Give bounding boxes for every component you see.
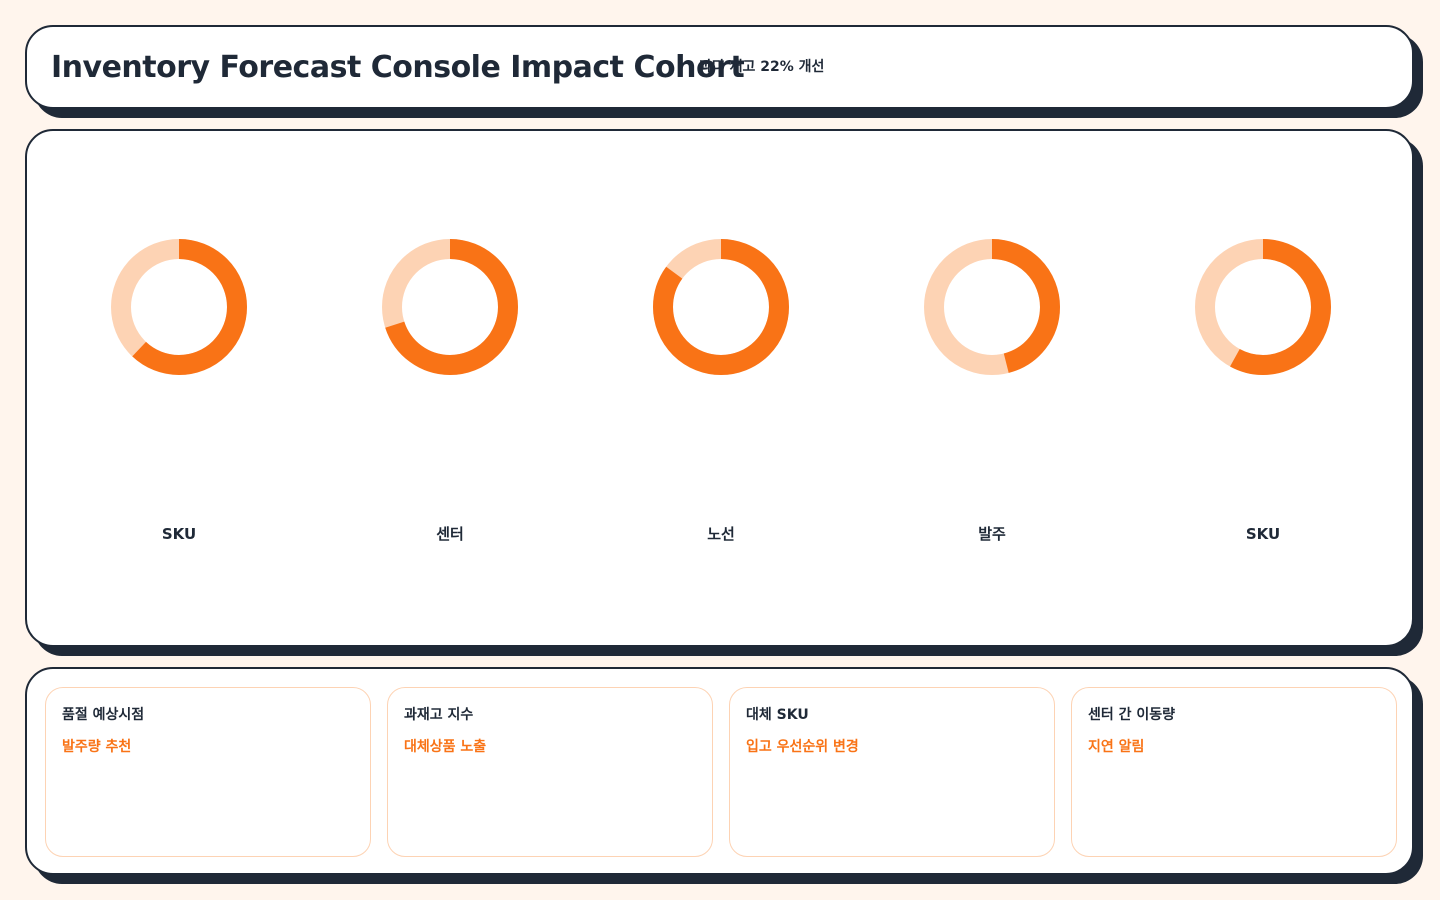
donut-value-arc: [382, 239, 518, 375]
donut-label: SKU: [1246, 525, 1280, 543]
page-subtitle: 과다 재고 22% 개선: [699, 59, 825, 75]
header-panel: Inventory Forecast Console Impact Cohort…: [25, 25, 1414, 109]
card-title: 대체 SKU: [746, 707, 809, 723]
donut-2: 센터: [382, 239, 518, 543]
donut-4: 발주: [924, 239, 1060, 543]
donut-3: 노선: [653, 239, 789, 543]
card-title: 과재고 지수: [404, 707, 474, 723]
card-title: 센터 간 이동량: [1088, 707, 1176, 723]
card-action: 발주량 추천: [62, 739, 132, 755]
donut-chart-panel: SKU 센터 노선 발주 SKU: [25, 129, 1414, 647]
donut-label: SKU: [162, 525, 196, 543]
card-title: 품절 예상시점: [62, 707, 145, 723]
metric-card[interactable]: 센터 간 이동량 지연 알림: [1071, 687, 1397, 857]
card-action: 지연 알림: [1088, 739, 1145, 755]
donut-value-arc: [653, 239, 789, 375]
donut-1: SKU: [111, 239, 247, 543]
donut-5: SKU: [1195, 239, 1331, 543]
metric-card[interactable]: 대체 SKU 입고 우선순위 변경: [729, 687, 1055, 857]
donut-chart: SKU 센터 노선 발주 SKU: [111, 239, 1331, 543]
donut-label: 노선: [707, 525, 735, 543]
donut-label: 센터: [436, 525, 464, 543]
donut-value-arc: [1195, 239, 1331, 375]
donut-label: 발주: [978, 525, 1006, 543]
donut-value-arc: [111, 239, 247, 375]
card-action: 입고 우선순위 변경: [746, 739, 859, 755]
card-action: 대체상품 노출: [404, 739, 487, 755]
metric-card[interactable]: 품절 예상시점 발주량 추천: [45, 687, 371, 857]
cards-panel: 품절 예상시점 발주량 추천 과재고 지수 대체상품 노출 대체 SKU 입고 …: [25, 667, 1414, 875]
metric-card[interactable]: 과재고 지수 대체상품 노출: [387, 687, 713, 857]
page-title: Inventory Forecast Console Impact Cohort: [51, 50, 745, 85]
donut-value-arc: [924, 239, 1060, 375]
